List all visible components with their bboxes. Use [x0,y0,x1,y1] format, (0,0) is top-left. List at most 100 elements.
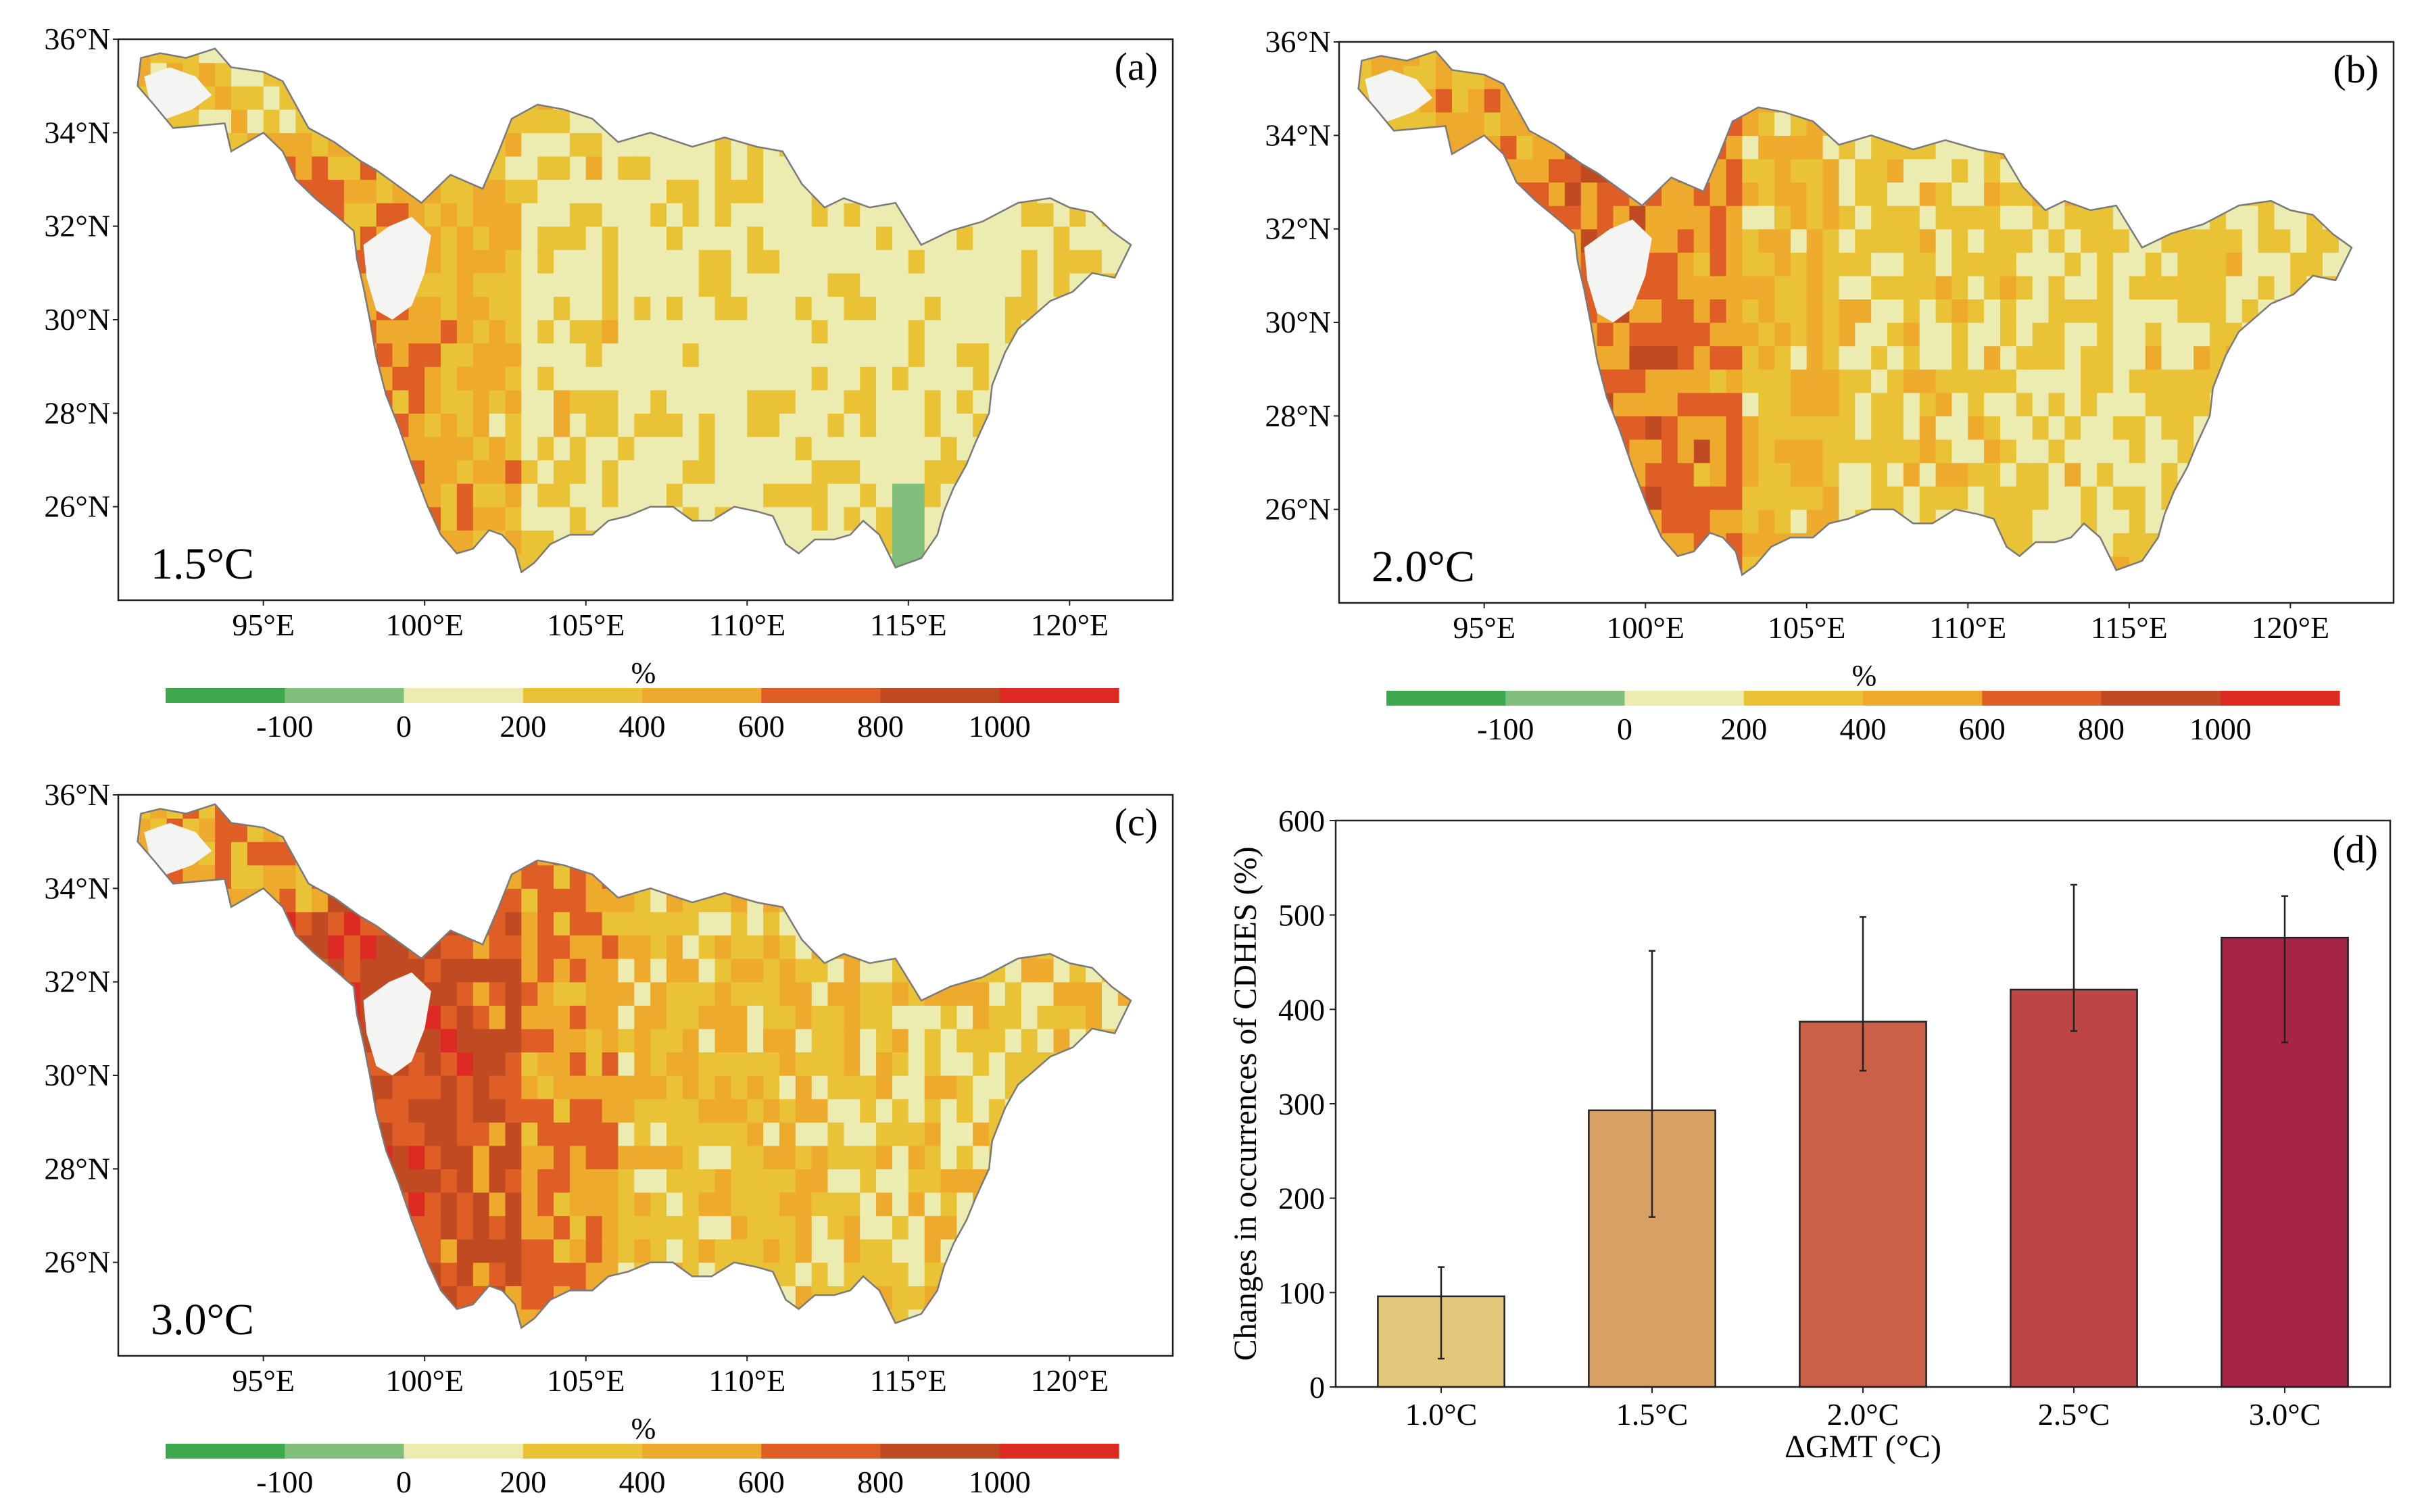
map-grid-cell [2129,486,2146,510]
map-grid-cell [682,1262,700,1286]
map-grid-cell [666,132,683,157]
map-grid-cell [714,1052,732,1076]
map-grid-cell [1004,179,1022,203]
map-grid-cell [489,413,506,437]
map-grid-cell [1037,888,1055,912]
map-grid-cell [247,272,264,297]
map-grid-cell [876,203,893,227]
map-grid-cell [1037,1239,1055,1263]
map-grid-cell [166,506,184,531]
map-grid-cell [1693,416,1711,440]
map-grid-cell [1532,345,1549,370]
map-grid-cell [1021,1145,1038,1169]
map-grid-cell [1629,509,1646,533]
map-grid-cell [312,1286,329,1310]
map-grid-cell [376,62,393,87]
map-grid-cell [1102,911,1119,936]
map-grid-cell [392,460,409,484]
map-grid-cell [1580,392,1598,416]
map-grid-cell [811,1215,829,1240]
map-grid-cell [1516,556,1533,575]
map-grid-cell [1903,275,1920,299]
map-grid-cell [1662,51,1678,66]
map-grid-cell [489,553,506,572]
map-grid-cell [763,483,780,508]
map-grid-cell [231,911,248,936]
map-grid-cell [1549,369,1566,393]
map-grid-cell [1004,1005,1022,1029]
map-grid-cell [2064,135,2081,160]
map-grid-cell [2290,392,2307,416]
map-grid-cell [1839,462,1856,487]
map-grid-cell [1053,483,1070,508]
map-grid-cell [166,888,184,912]
map-grid-cell [682,320,700,344]
colorbar-segment [523,1444,643,1459]
map-grid-cell [376,1075,393,1100]
map-grid-cell [1452,299,1469,323]
map-grid-cell [2081,252,2098,276]
map-grid-cell [150,1052,168,1076]
map-grid-cell [2210,322,2227,347]
map-grid-cell [1903,322,1920,347]
map-grid-cell [554,483,571,508]
map-grid-cell [731,483,748,508]
map-grid-cell [1420,252,1436,276]
map-grid-cell [1358,533,1372,557]
map-grid-cell [2290,275,2307,299]
map-grid-cell [1403,369,1420,393]
map-grid-cell [779,179,796,203]
map-grid-cell [956,132,973,157]
map-grid-cell [585,1169,603,1193]
map-grid-cell [1549,252,1566,276]
map-grid-cell [472,132,490,157]
colorbar-tick-label: -100 [1477,712,1534,746]
map-grid-cell [602,296,619,320]
map-grid-cell [343,86,361,110]
map-grid-cell [924,1192,942,1217]
map-grid-cell [456,888,474,912]
map-grid-cell [1935,416,1953,440]
map-grid-cell [231,366,248,391]
map-grid-cell [940,842,957,866]
map-grid-cell [1903,158,1920,183]
map-grid-cell [231,296,248,320]
map-grid-cell [312,804,329,819]
map-grid-cell [1726,299,1743,323]
map-grid-cell [2064,299,2081,323]
map-grid-cell [860,413,877,437]
map-grid-cell [441,1215,458,1240]
scenario-label: 1.5°C [151,539,254,589]
map-grid-cell [2290,182,2307,206]
map-grid-cell [731,981,748,1006]
map-grid-cell [1839,369,1856,393]
map-grid-cell [956,179,973,203]
map-grid-cell [763,804,780,819]
map-grid-cell [1403,416,1420,440]
map-grid-cell [2306,228,2323,253]
map-grid-cell [2097,205,2114,230]
lon-tick-label: 105°E [1768,610,1846,645]
map-grid-cell [1420,275,1436,299]
map-grid-cell [585,436,603,461]
map-grid-cell [2016,252,2033,276]
map-grid-cell [811,179,829,203]
map-grid-cell [150,179,168,203]
map-grid-cell [2016,392,2033,416]
map-grid-cell [650,366,667,391]
map-grid-cell [1726,275,1743,299]
map-grid-cell [1968,392,1985,416]
map-grid-cell [650,389,667,414]
map-grid-cell [199,320,216,344]
map-grid-cell [166,1215,184,1240]
map-grid-cell [2274,228,2291,253]
map-grid-cell [666,1052,683,1076]
map-grid-cell [1919,369,1937,393]
map-grid-cell [892,958,909,983]
lon-tick-label: 115°E [2091,610,2168,645]
map-grid-cell [924,62,942,87]
map-grid-cell [1806,158,1824,183]
map-grid-cell [328,1169,345,1193]
map-grid-cell [682,460,700,484]
map-grid-cell [714,553,732,572]
